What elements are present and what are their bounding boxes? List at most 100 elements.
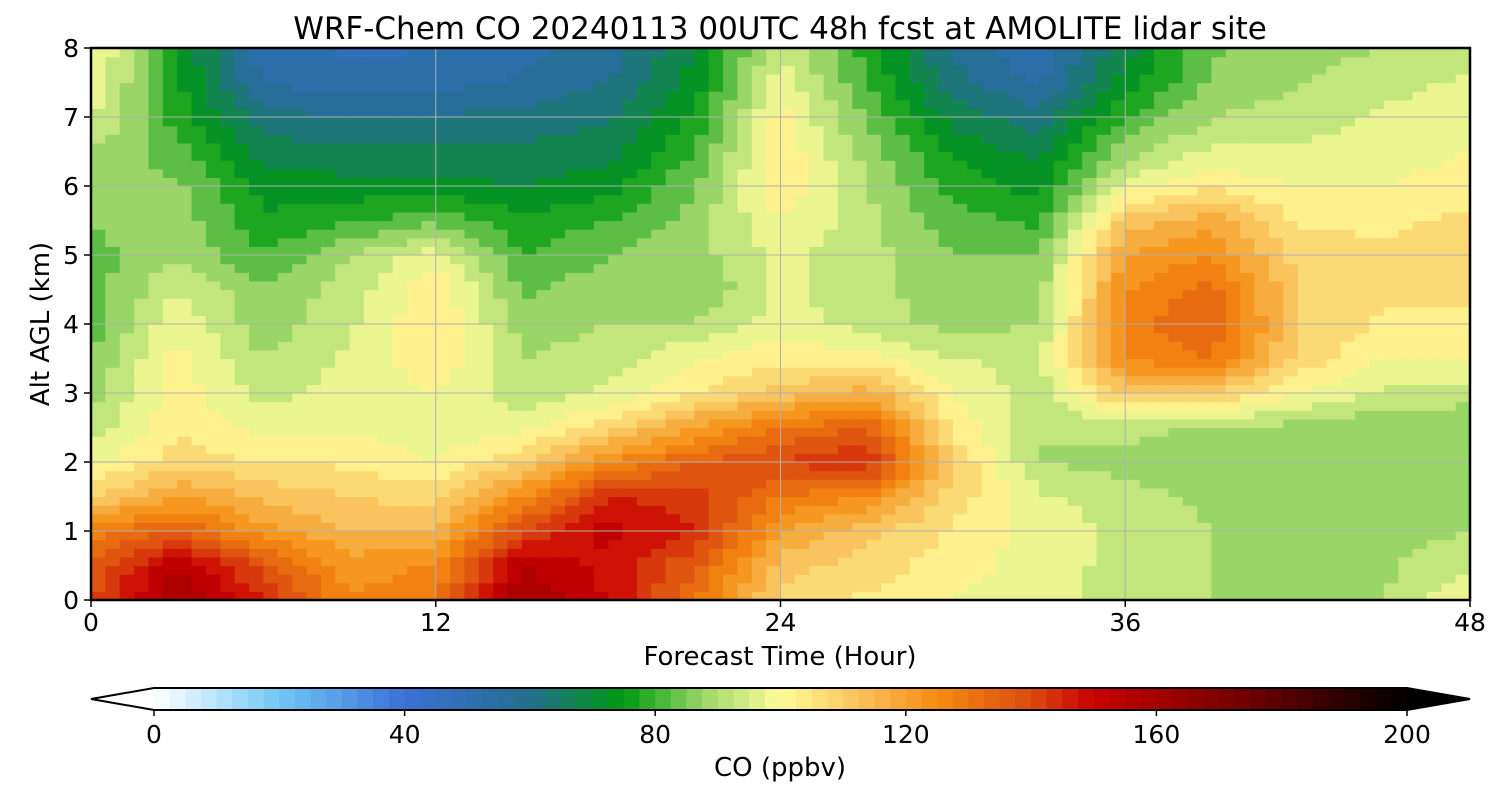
heatmap-cell [162,324,178,334]
heatmap-cell [1125,556,1141,567]
heatmap-cell [1139,479,1155,489]
heatmap-cell [723,375,738,385]
heatmap-cell [464,496,480,506]
heatmap-cell [938,229,954,239]
heatmap-cell [550,186,566,196]
heatmap-cell [881,211,897,222]
heatmap-cell [407,160,422,170]
heatmap-cell [536,418,552,429]
heatmap-cell [852,548,868,558]
heatmap-cell [134,255,150,265]
heatmap-cell [1340,246,1356,256]
heatmap-cell [852,487,868,498]
heatmap-cell [694,384,710,394]
heatmap-cell [679,349,695,360]
heatmap-cell [464,582,480,592]
heatmap-cell [407,203,422,213]
heatmap-cell [651,177,667,187]
heatmap-cell [766,375,782,385]
heatmap-cell [780,246,796,256]
heatmap-cell [407,574,422,584]
heatmap-cell [967,487,983,498]
heatmap-cell [1297,246,1313,256]
heatmap-cell [1197,160,1213,170]
heatmap-cell [1125,591,1141,600]
heatmap-cell [392,211,408,222]
heatmap-cell [277,565,293,575]
heatmap-cell [1039,401,1055,411]
heatmap-cell [450,427,466,437]
heatmap-cell [1311,306,1327,316]
heatmap-cell [1096,522,1112,532]
heatmap-cell [938,436,954,446]
heatmap-cell [995,280,1011,291]
heatmap-cell [565,565,580,575]
heatmap-cell [306,306,322,316]
heatmap-cell [651,436,667,446]
heatmap-cell [464,186,480,196]
heatmap-cell [895,289,911,299]
heatmap-cell [751,324,767,334]
heatmap-cell [1024,410,1040,420]
heatmap-cell [665,341,681,351]
heatmap-cell [450,418,466,429]
heatmap-cell [651,367,667,377]
heatmap-cell [952,349,968,360]
heatmap-cell [1355,582,1371,592]
heatmap-cell [1125,375,1141,385]
heatmap-cell [679,177,695,187]
heatmap-cell [823,393,839,403]
heatmap-cell [1254,255,1270,265]
heatmap-cell [1067,582,1083,592]
heatmap-cell [1182,427,1198,437]
heatmap-cell [708,427,724,437]
heatmap-cell [134,289,150,299]
heatmap-cell [263,375,279,385]
heatmap-cell [737,324,753,334]
heatmap-cell [1010,470,1026,480]
heatmap-cell [119,358,135,368]
heatmap-cell [1168,358,1184,368]
heatmap-cell [435,255,451,265]
heatmap-cell [651,565,667,575]
heatmap-cell [1297,470,1313,480]
heatmap-cell [148,522,164,532]
heatmap-cell [177,548,193,558]
heatmap-cell [507,151,523,161]
heatmap-cell [1125,168,1141,178]
heatmap-cell [1297,479,1313,489]
heatmap-cell [191,393,207,403]
heatmap-cell [909,341,925,351]
heatmap-cell [550,203,566,213]
heatmap-cell [162,168,178,178]
heatmap-cell [924,496,940,506]
heatmap-cell [1110,401,1126,411]
heatmap-cell [565,194,580,204]
heatmap-cell [1398,289,1414,299]
heatmap-cell [1412,272,1428,282]
heatmap-cell [478,168,494,178]
heatmap-cell [1182,384,1198,394]
heatmap-cell [1096,479,1112,489]
heatmap-cell [191,367,207,377]
heatmap-cell [1311,237,1327,247]
heatmap-cell [1211,332,1227,342]
heatmap-cell [507,565,523,575]
heatmap-cell [507,280,523,291]
heatmap-cell [981,237,997,247]
heatmap-cell [205,522,221,532]
heatmap-cell [1426,289,1442,299]
heatmap-cell [1455,272,1470,282]
heatmap-cell [320,375,336,385]
heatmap-cell [392,539,408,549]
heatmap-cell [1297,168,1313,178]
heatmap-cell [694,531,710,541]
heatmap-cell [622,246,638,256]
heatmap-cell [1268,410,1284,420]
heatmap-cell [249,375,264,385]
heatmap-cell [622,237,638,247]
heatmap-cell [292,375,308,385]
heatmap-cell [924,444,940,454]
heatmap-cell [1182,574,1198,584]
heatmap-cell [1311,401,1327,411]
